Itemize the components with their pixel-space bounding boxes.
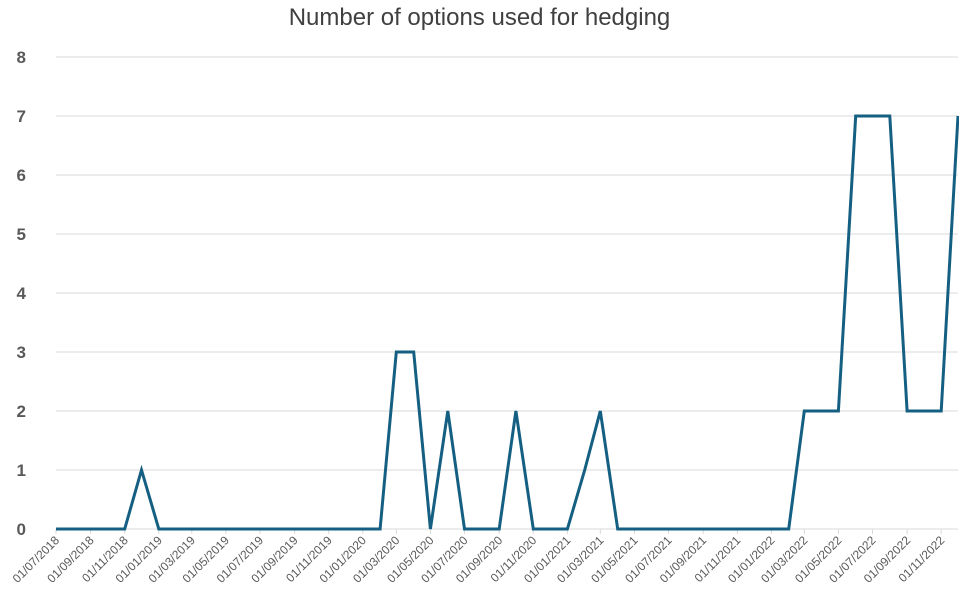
data-point xyxy=(770,528,773,531)
data-point xyxy=(157,528,160,531)
series-line xyxy=(56,114,959,531)
chart-title: Number of options used for hedging xyxy=(288,4,671,31)
data-point xyxy=(599,410,602,413)
y-tick-label: 2 xyxy=(17,402,26,421)
data-point xyxy=(940,410,943,413)
data-point xyxy=(532,528,535,531)
data-point xyxy=(906,410,909,413)
data-point xyxy=(837,410,840,413)
data-point xyxy=(718,528,721,531)
data-point xyxy=(566,528,569,531)
y-tick-label: 5 xyxy=(17,225,26,244)
data-point xyxy=(106,528,109,531)
data-point xyxy=(258,528,261,531)
data-point xyxy=(395,351,398,354)
data-point xyxy=(820,410,823,413)
data-point xyxy=(498,528,501,531)
y-tick-label: 8 xyxy=(17,48,26,67)
data-point xyxy=(293,528,296,531)
data-point xyxy=(72,528,75,531)
data-point xyxy=(361,528,364,531)
data-point xyxy=(379,528,382,531)
data-point xyxy=(803,410,806,413)
data-point xyxy=(429,528,432,531)
data-point xyxy=(888,115,891,118)
data-point xyxy=(190,528,193,531)
y-tick-label: 0 xyxy=(17,520,26,539)
data-point xyxy=(871,115,874,118)
data-point xyxy=(583,469,586,472)
data-point xyxy=(224,528,227,531)
data-point xyxy=(208,528,211,531)
data-point xyxy=(123,528,126,531)
y-tick-label: 1 xyxy=(17,461,26,480)
data-point xyxy=(650,528,653,531)
data-point xyxy=(327,528,330,531)
data-point xyxy=(412,351,415,354)
data-point xyxy=(276,528,279,531)
data-point xyxy=(310,528,313,531)
data-point xyxy=(446,410,449,413)
y-tick-label: 4 xyxy=(17,284,27,303)
data-point xyxy=(514,410,517,413)
data-point xyxy=(89,528,92,531)
y-tick-label: 6 xyxy=(17,166,26,185)
data-point xyxy=(55,528,58,531)
data-point xyxy=(702,528,705,531)
data-point xyxy=(684,528,687,531)
data-point xyxy=(787,528,790,531)
data-point xyxy=(344,528,347,531)
data-point xyxy=(854,115,857,118)
data-point xyxy=(616,528,619,531)
y-tick-label: 3 xyxy=(17,343,26,362)
data-point xyxy=(667,528,670,531)
data-point xyxy=(753,528,756,531)
data-point xyxy=(140,469,143,472)
data-point xyxy=(922,410,925,413)
data-point xyxy=(633,528,636,531)
data-point xyxy=(736,528,739,531)
y-tick-label: 7 xyxy=(17,107,26,126)
data-point xyxy=(463,528,466,531)
data-point xyxy=(175,528,178,531)
data-point xyxy=(242,528,245,531)
data-point xyxy=(480,528,483,531)
data-point xyxy=(549,528,552,531)
